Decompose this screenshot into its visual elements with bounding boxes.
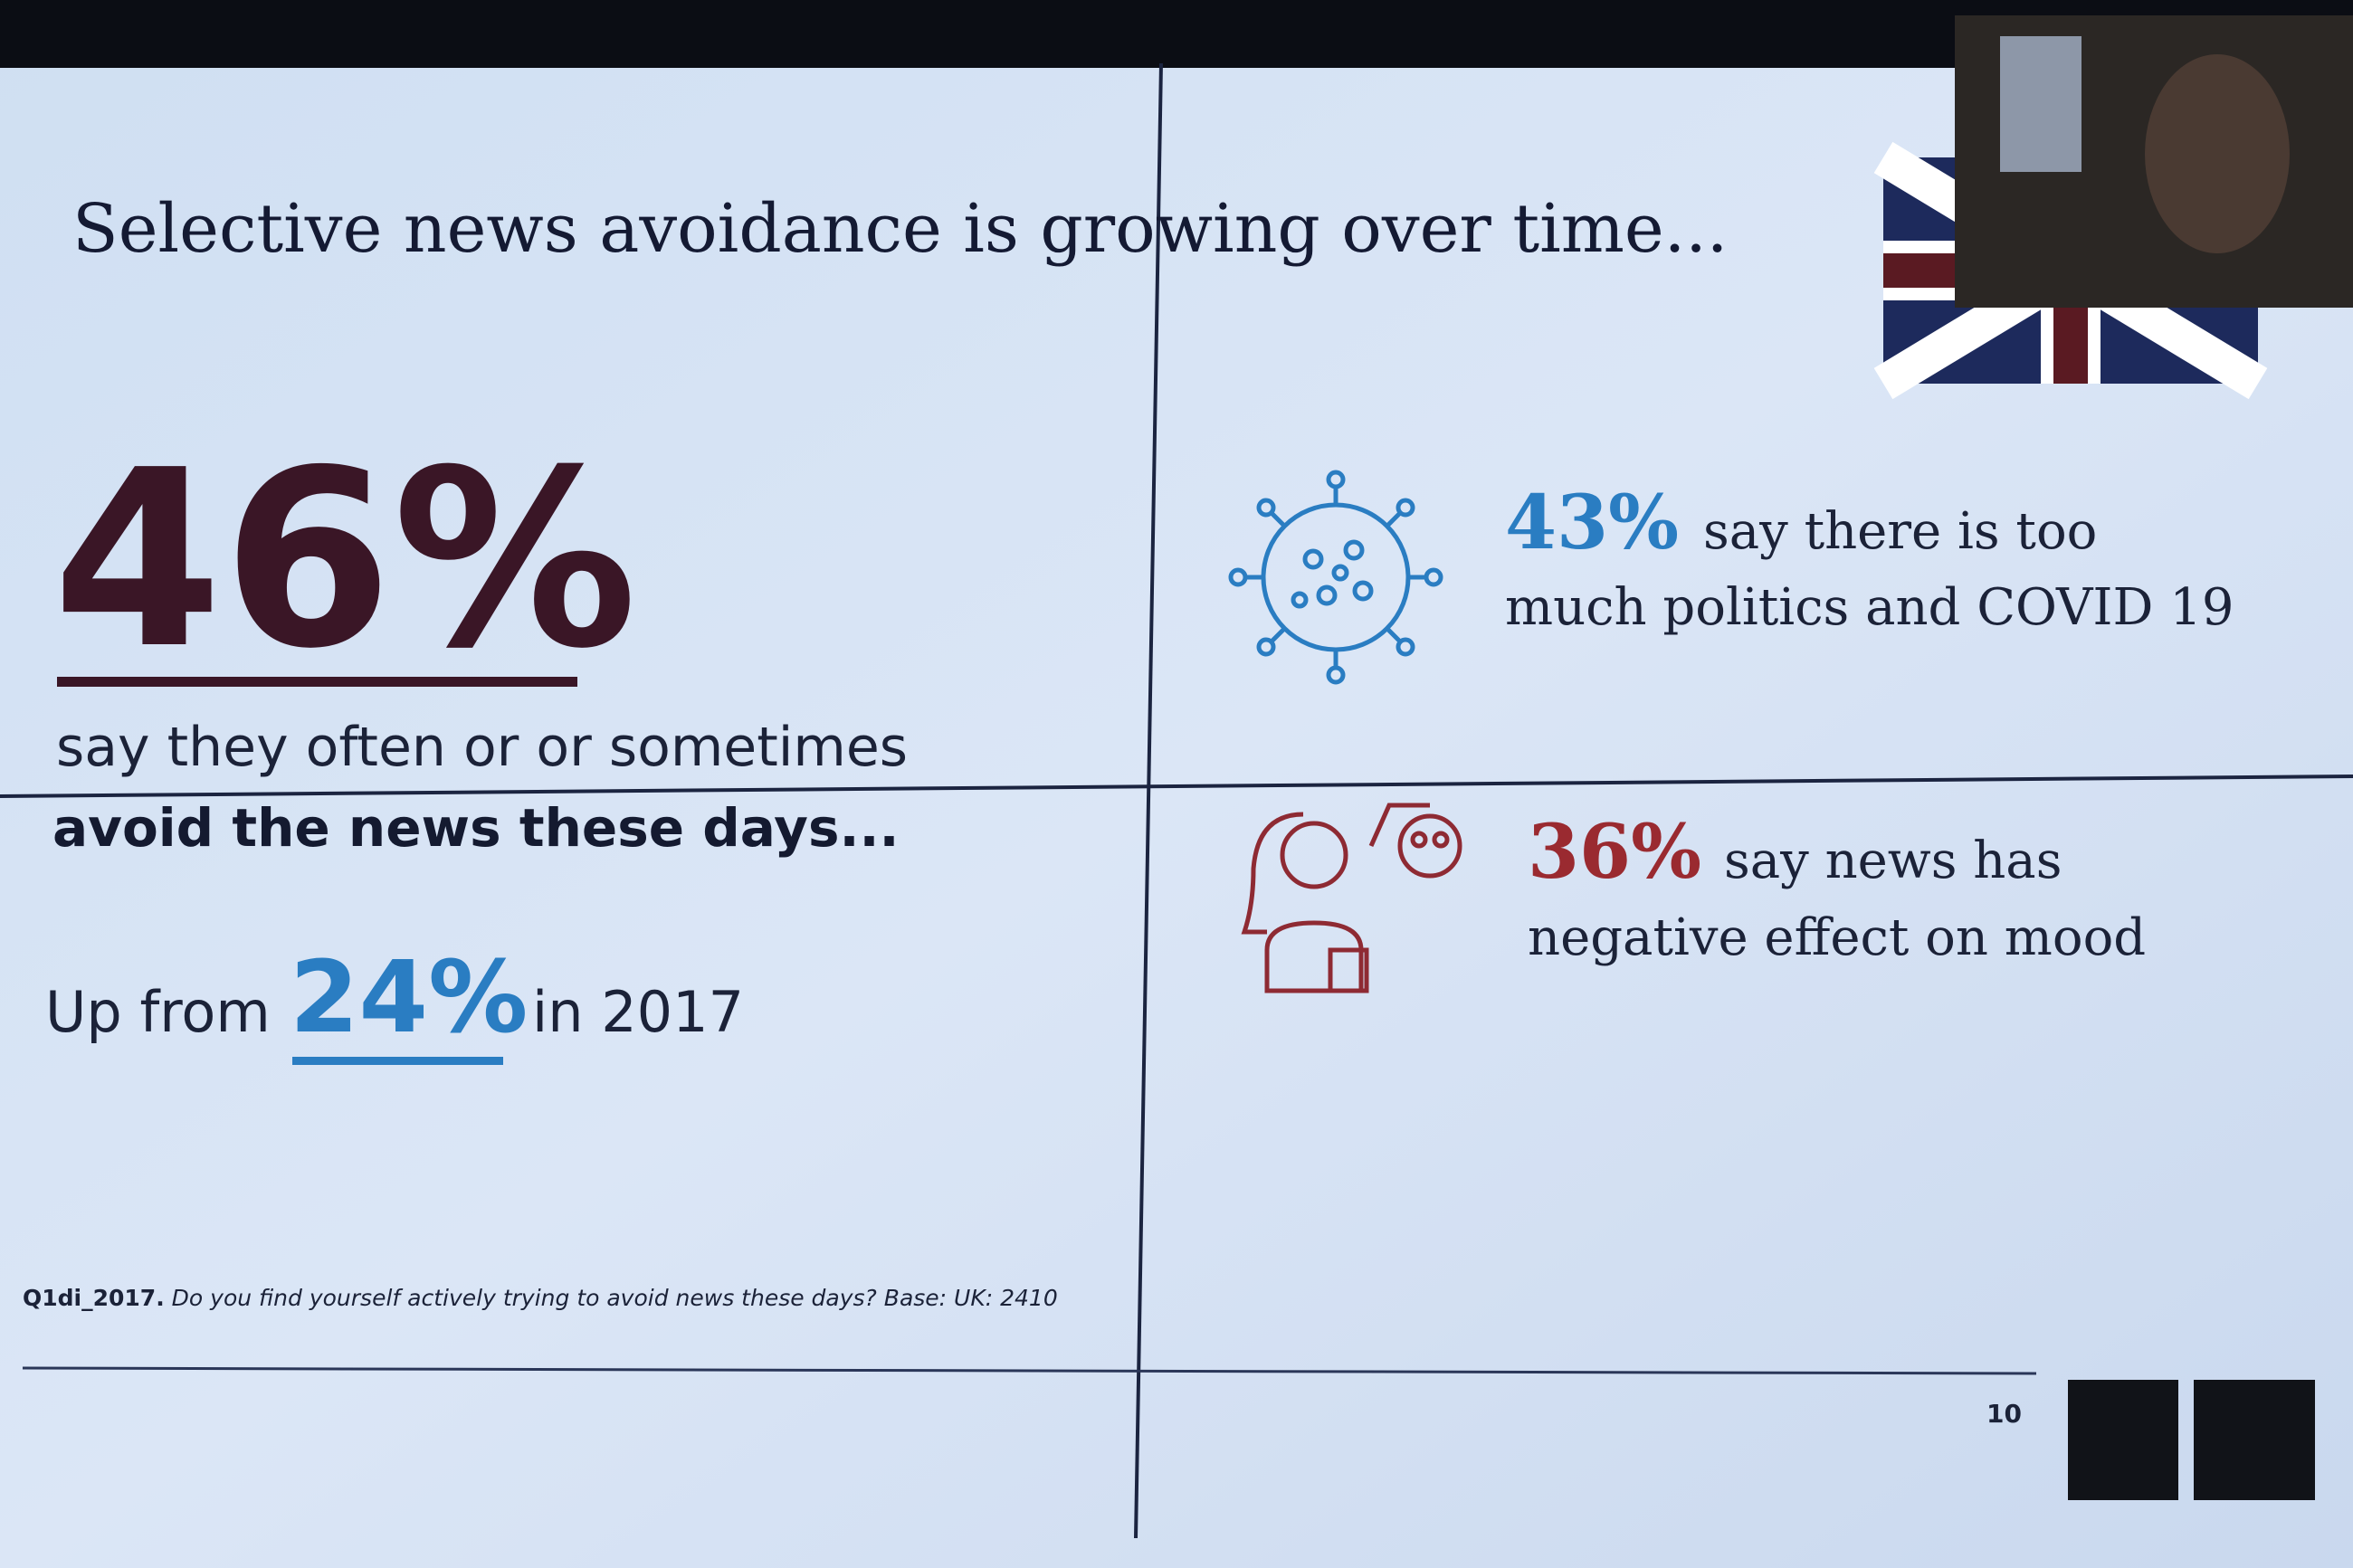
webcam-person (2145, 54, 2290, 253)
virus-icon (1228, 470, 1443, 685)
footnote-question: Do you find yourself actively trying to … (172, 1285, 877, 1311)
headline-line1: say they often or or sometimes (56, 716, 908, 779)
item-stat: 36% (1528, 809, 1701, 896)
headline-underline (57, 677, 577, 687)
vertical-divider (1134, 62, 1163, 1539)
comparison-prefix: Up from (45, 979, 271, 1045)
slide-title: Selective news avoidance is growing over… (72, 190, 1728, 268)
footnote-base: Base: UK: 2410 (884, 1285, 1058, 1311)
horizontal-divider (0, 774, 2353, 798)
footer-rule (22, 1366, 2037, 1375)
logo-box (2194, 1380, 2315, 1500)
logo-box (2068, 1380, 2178, 1500)
comparison-suffix: in 2017 (532, 979, 744, 1045)
headline-stat: 46% (52, 417, 637, 702)
item-line2: much politics and COVID 19 (1505, 578, 2234, 637)
comparison-stat: 24% (290, 939, 528, 1055)
item-line1: say news has (1724, 832, 2062, 890)
footnote-code: Q1di_2017. (23, 1285, 165, 1311)
page-number: 10 (1986, 1399, 2022, 1429)
person-icon (1241, 803, 1462, 993)
comparison-underline (292, 1057, 503, 1065)
footnote: Q1di_2017. Do you find yourself actively… (23, 1285, 1058, 1311)
item-stat: 43% (1505, 480, 1679, 566)
item-line1: say there is too (1703, 502, 2097, 561)
item-line2: negative effect on mood (1528, 908, 2146, 967)
webcam-window (2000, 36, 2082, 172)
headline-line2: avoid the news these days... (52, 797, 900, 859)
